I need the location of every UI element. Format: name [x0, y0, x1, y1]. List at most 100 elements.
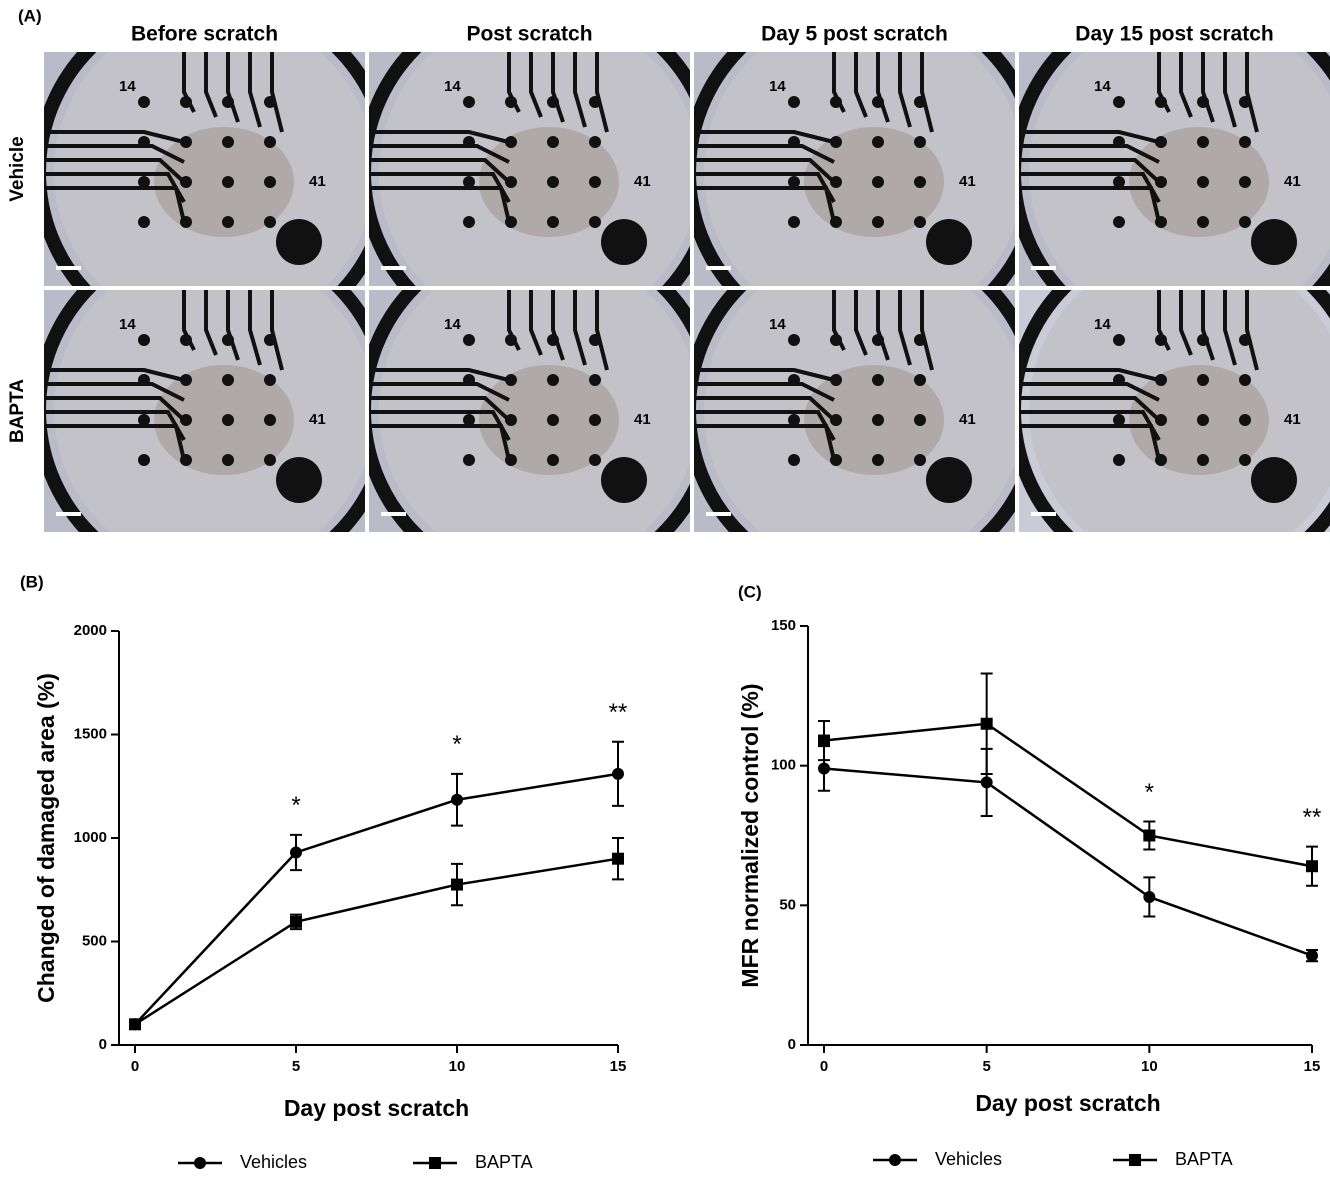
data-point — [1143, 890, 1156, 903]
trace — [1019, 130, 1160, 144]
trace — [226, 290, 240, 361]
trace — [1223, 290, 1237, 366]
trace — [551, 290, 565, 361]
electrode — [914, 96, 926, 108]
electrode — [872, 414, 884, 426]
micrograph-content: 14 41 — [694, 52, 1015, 286]
y-tick-label: 150 — [771, 617, 796, 634]
trace — [694, 186, 836, 223]
reference-electrode — [926, 219, 972, 265]
micrograph: 14 41 — [1019, 52, 1330, 286]
trace — [898, 290, 912, 366]
electrode — [264, 454, 276, 466]
trace — [1019, 158, 1161, 184]
electrode — [914, 414, 926, 426]
electrode — [1197, 454, 1209, 466]
electrode — [138, 454, 150, 466]
electrode — [138, 96, 150, 108]
electrode — [1155, 374, 1167, 386]
electrode — [1239, 136, 1251, 148]
y-tick-label: 0 — [788, 1036, 796, 1053]
trace — [44, 396, 186, 422]
electrode — [1197, 374, 1209, 386]
electrode — [180, 334, 192, 346]
y-tick-label: 0 — [99, 1036, 107, 1053]
electrode — [222, 96, 234, 108]
micrograph-content: 14 41 — [1019, 52, 1330, 286]
electrode — [463, 454, 475, 466]
legend-label: Vehicles — [935, 1149, 1002, 1169]
electrode — [830, 136, 842, 148]
reference-electrode — [926, 457, 972, 503]
legend-label: Vehicles — [240, 1152, 307, 1172]
electrode — [589, 454, 601, 466]
electrode — [1113, 334, 1125, 346]
electrode — [1155, 96, 1167, 108]
electrode — [589, 334, 601, 346]
electrode — [872, 374, 884, 386]
electrode — [505, 96, 517, 108]
electrode — [1155, 334, 1167, 346]
y-tick-label: 1000 — [74, 829, 107, 846]
x-axis-label: Day post scratch — [975, 1090, 1160, 1116]
electrode — [872, 454, 884, 466]
data-point — [980, 776, 993, 789]
electrode — [1113, 454, 1125, 466]
legend-marker — [1129, 1154, 1141, 1166]
y-axis-label: Changed of damaged area (%) — [33, 673, 59, 1003]
micrograph: 14 41 — [369, 290, 690, 532]
electrode — [547, 136, 559, 148]
row-label: Vehicle — [7, 136, 28, 202]
trace — [1019, 144, 1160, 164]
trace — [1245, 290, 1259, 371]
column-header: Day 5 post scratch — [761, 23, 948, 46]
trace — [1019, 368, 1160, 382]
electrode — [830, 334, 842, 346]
legend-marker — [194, 1157, 206, 1169]
electrode — [872, 334, 884, 346]
x-tick-label: 10 — [1141, 1058, 1158, 1075]
electrode — [914, 216, 926, 228]
electrode — [1239, 176, 1251, 188]
electrode — [264, 216, 276, 228]
electrode-label: 14 — [119, 78, 136, 95]
electrode — [1197, 216, 1209, 228]
electrode — [1239, 216, 1251, 228]
electrode — [180, 96, 192, 108]
electrode — [830, 374, 842, 386]
electrode — [138, 374, 150, 386]
data-point — [290, 846, 302, 859]
electrode — [547, 176, 559, 188]
panel-label: (A) — [18, 6, 42, 25]
trace — [369, 186, 511, 223]
trace — [1201, 52, 1215, 123]
electrode — [589, 136, 601, 148]
scale-bar — [1031, 512, 1056, 516]
electrode — [138, 216, 150, 228]
scale-bar — [381, 512, 406, 516]
scale-bar — [706, 266, 731, 270]
electrode — [463, 96, 475, 108]
electrode — [222, 334, 234, 346]
micrograph: 14 41 — [369, 52, 690, 286]
electrode — [1113, 374, 1125, 386]
trace — [1019, 424, 1161, 461]
trace — [270, 52, 284, 133]
electrode — [872, 216, 884, 228]
scale-bar — [56, 512, 81, 516]
trace — [204, 52, 218, 118]
electrode — [1113, 216, 1125, 228]
trace — [694, 368, 835, 382]
data-point — [1143, 829, 1156, 842]
electrode — [830, 96, 842, 108]
trace — [44, 186, 186, 223]
trace — [44, 424, 186, 461]
electrode — [1155, 216, 1167, 228]
electrode — [1197, 96, 1209, 108]
electrode-label: 14 — [1094, 316, 1111, 333]
electrode — [505, 136, 517, 148]
data-point — [818, 762, 830, 775]
column-header: Post scratch — [466, 23, 592, 46]
electrode-label: 14 — [769, 316, 786, 333]
electrode — [264, 374, 276, 386]
